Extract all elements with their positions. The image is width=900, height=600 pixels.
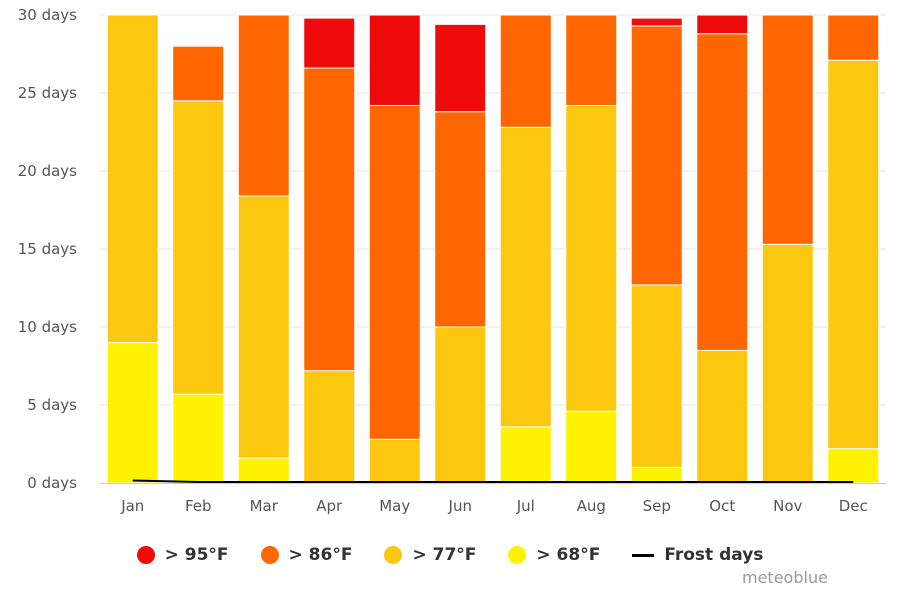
bar-segment[interactable]: [696, 33, 749, 351]
bar-segment[interactable]: [499, 14, 552, 128]
bar-segment[interactable]: [368, 438, 421, 484]
bar-segment[interactable]: [696, 349, 749, 484]
bar-segment[interactable]: [106, 14, 159, 344]
legend-label-68f: > 68°F: [536, 545, 601, 565]
bar-segment[interactable]: [434, 23, 487, 113]
bar-segment[interactable]: [827, 448, 880, 484]
bar-segment[interactable]: [565, 14, 618, 106]
legend-swatch-77f: [384, 546, 403, 564]
x-tick-label: Mar: [250, 497, 279, 515]
bar-segment[interactable]: [630, 466, 683, 484]
x-tick-label: Aug: [577, 497, 606, 515]
legend-label-frost-days: Frost days: [664, 545, 764, 565]
bar-segment[interactable]: [630, 25, 683, 286]
x-tick-label: Sep: [643, 497, 671, 515]
legend-swatch-86f: [260, 546, 279, 564]
bar-segment[interactable]: [565, 410, 618, 484]
y-tick-label: 30 days: [18, 6, 77, 24]
bar-segment[interactable]: [499, 426, 552, 484]
chart-legend: > 95°F > 86°F > 77°F > 68°F Frost days: [0, 541, 900, 569]
x-tick-label: Oct: [709, 497, 735, 515]
y-tick-label: 15 days: [18, 240, 77, 258]
frost-days-line[interactable]: [132, 479, 854, 483]
x-tick-label: Dec: [839, 497, 868, 515]
bar-segment[interactable]: [368, 104, 421, 440]
chart-grid: [100, 14, 886, 406]
bar-segment[interactable]: [630, 17, 683, 27]
bar-segment[interactable]: [630, 284, 683, 468]
bar-segment[interactable]: [827, 59, 880, 450]
bar-segment[interactable]: [761, 243, 814, 484]
legend-label-95f: > 95°F: [164, 545, 229, 565]
bar-segment[interactable]: [565, 104, 618, 412]
y-tick-label: 25 days: [18, 84, 77, 102]
bar-segment[interactable]: [761, 14, 814, 245]
frost-days-series: [132, 479, 854, 483]
bar-segment[interactable]: [499, 126, 552, 428]
legend-item-86f[interactable]: > 86°F: [260, 545, 353, 565]
bar-segment[interactable]: [172, 393, 225, 484]
bar-segment[interactable]: [303, 17, 356, 69]
bar-segment[interactable]: [434, 111, 487, 328]
legend-swatch-68f: [508, 546, 527, 564]
x-tick-label: Apr: [316, 497, 343, 515]
y-tick-label: 20 days: [18, 162, 77, 180]
bar-segment[interactable]: [237, 14, 290, 197]
bar-segment[interactable]: [368, 14, 421, 106]
x-tick-label: Jan: [120, 497, 144, 515]
brand-credit: meteoblue: [742, 568, 828, 587]
bar-segment[interactable]: [434, 326, 487, 484]
x-tick-label: Nov: [773, 497, 802, 515]
x-tick-label: Jun: [448, 497, 472, 515]
bar-segment[interactable]: [172, 45, 225, 102]
legend-item-77f[interactable]: > 77°F: [384, 545, 476, 565]
bar-segment[interactable]: [106, 342, 159, 484]
x-tick-label: Jul: [516, 497, 535, 515]
bar-segment[interactable]: [303, 67, 356, 372]
y-tick-label: 5 days: [27, 396, 77, 414]
bar-segment[interactable]: [172, 100, 225, 395]
temperature-days-chart: 0 days 5 days 10 days 15 days 20 days 25 days…: [18, 6, 886, 515]
x-tick-label: Feb: [185, 497, 212, 515]
legend-swatch-95f: [136, 546, 155, 564]
legend-swatch-frost-days: [632, 553, 655, 557]
bar-segment[interactable]: [237, 457, 290, 484]
y-tick-label: 0 days: [27, 474, 77, 492]
legend-label-77f: > 77°F: [412, 545, 477, 565]
bar-segment[interactable]: [303, 370, 356, 484]
bar-segment[interactable]: [827, 14, 880, 61]
y-tick-label: 10 days: [18, 318, 77, 336]
legend-label-86f: > 86°F: [288, 545, 353, 565]
legend-item-95f[interactable]: > 95°F: [136, 545, 229, 565]
bar-segment[interactable]: [237, 195, 290, 459]
chart-bars: [106, 14, 880, 484]
bar-segment[interactable]: [696, 14, 749, 35]
x-tick-label: May: [379, 497, 410, 515]
chart-axes: 0 days 5 days 10 days 15 days 20 days 25 days…: [18, 6, 886, 515]
legend-item-frost-days[interactable]: Frost days: [632, 545, 763, 565]
legend-item-68f[interactable]: > 68°F: [508, 545, 600, 565]
